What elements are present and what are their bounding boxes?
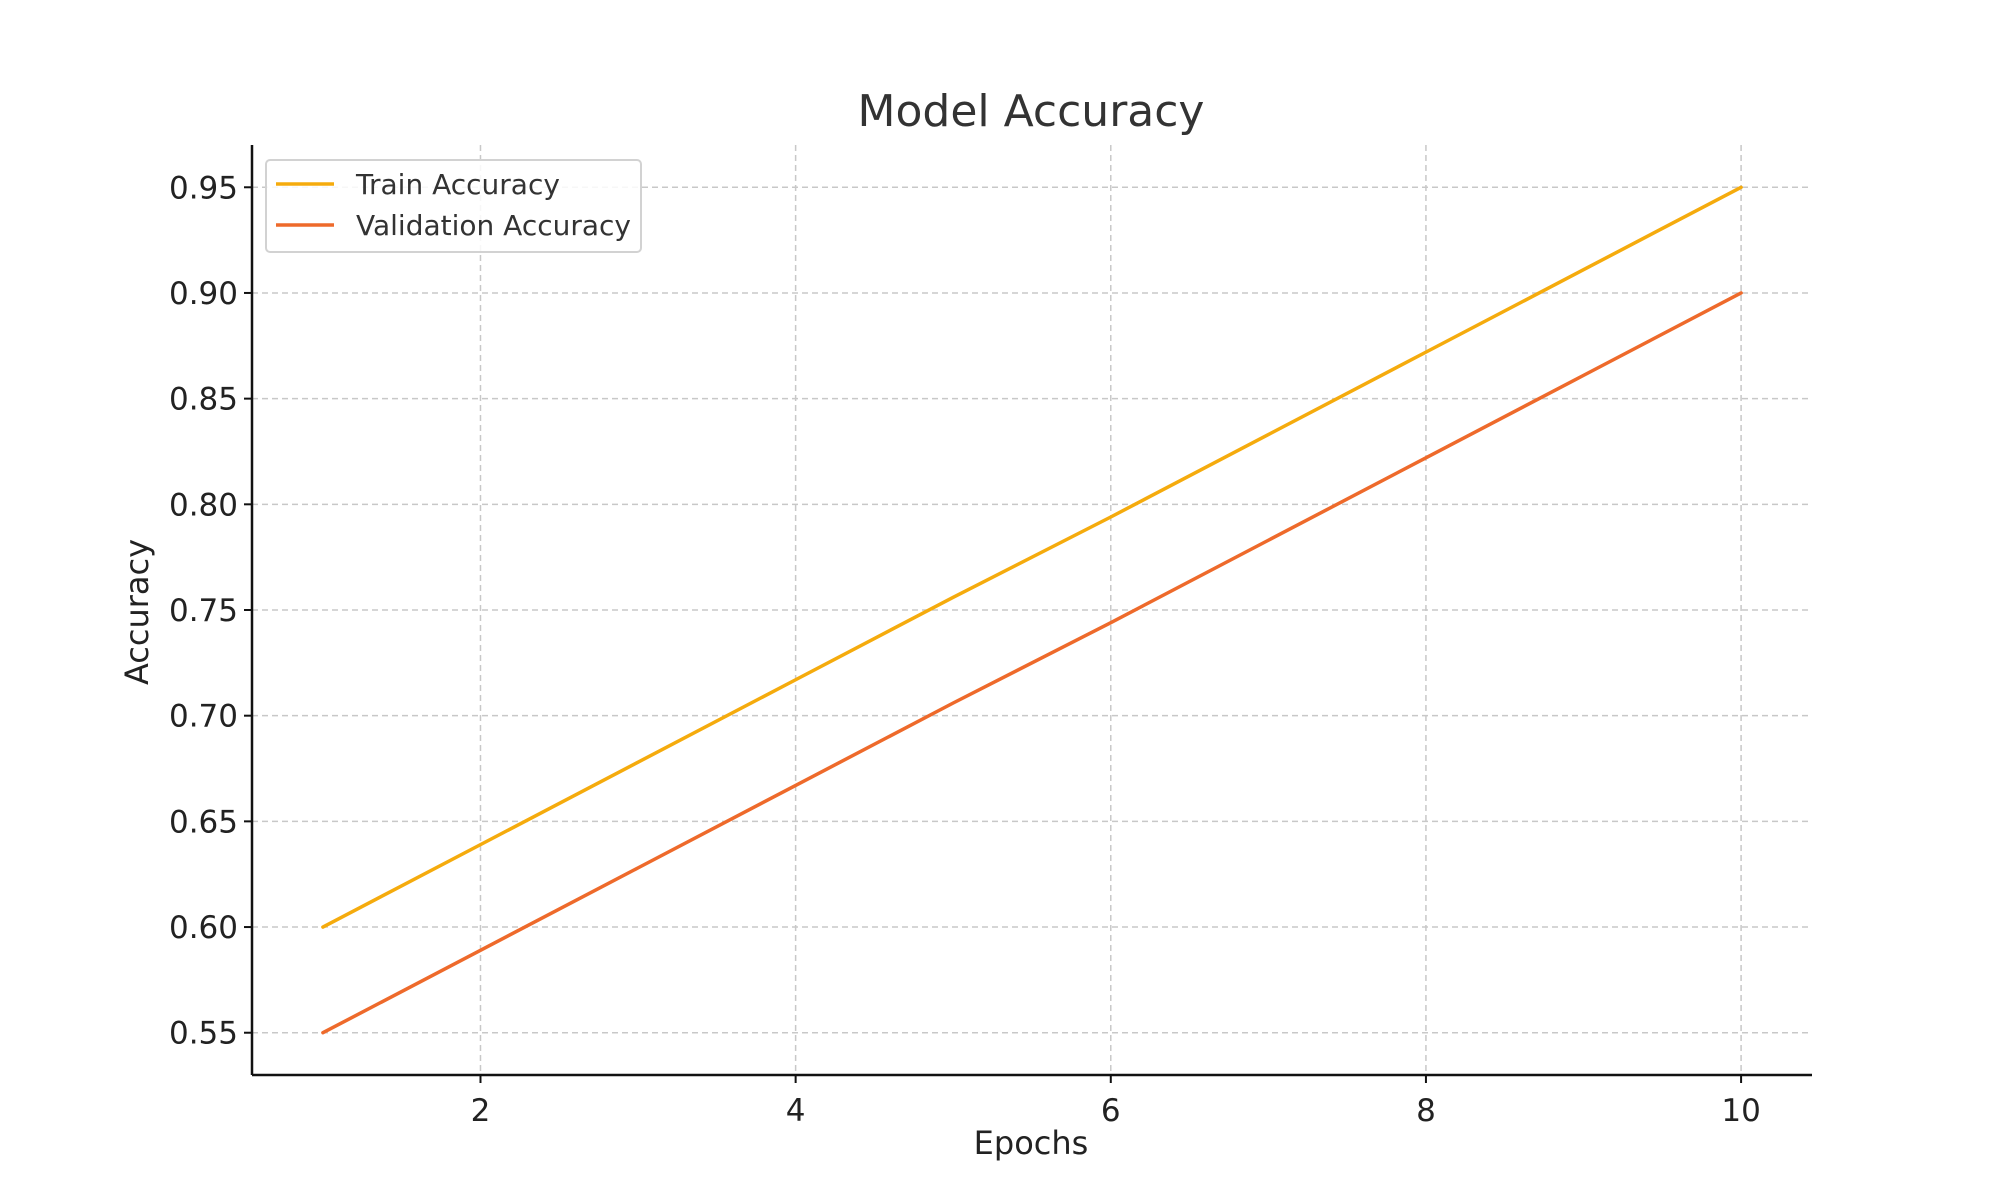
x-tick-label-3: 8: [1416, 1093, 1436, 1129]
y-tick-label-1: 0.60: [169, 910, 238, 946]
series-line-1: [321, 291, 1743, 1035]
legend-label-0: Train Accuracy: [355, 168, 560, 201]
x-tick-label-2: 6: [1101, 1093, 1121, 1129]
y-tick-label-4: 0.75: [169, 593, 238, 629]
y-tick-label-5: 0.80: [169, 487, 238, 523]
y-tick-label-7: 0.90: [169, 276, 238, 312]
y-tick-label-3: 0.70: [169, 699, 238, 735]
axes: [244, 145, 1812, 1083]
y-tick-label-0: 0.55: [169, 1016, 238, 1052]
y-tick-label-8: 0.95: [169, 170, 238, 206]
legend-frame: [265, 159, 642, 253]
series-lines: [321, 185, 1743, 1035]
tick-labels: 2 4 6 8 10 0.55 0.60 0.65 0.70 0.75 0.80 0.85 0.90 0.…: [169, 170, 1761, 1129]
legend-label-1: Validation Accuracy: [356, 209, 631, 242]
grid: [252, 145, 1812, 1075]
chart-title: Model Accuracy: [858, 86, 1205, 137]
series-line-0: [321, 185, 1743, 929]
y-tick-label-6: 0.85: [169, 382, 238, 418]
legend: Train Accuracy Validation Accuracy: [265, 159, 642, 253]
x-tick-label-4: 10: [1721, 1093, 1760, 1129]
x-tick-label-1: 4: [786, 1093, 806, 1129]
y-axis-label: Accuracy: [118, 539, 156, 685]
x-axis-label: Epochs: [974, 1124, 1089, 1162]
y-tick-label-2: 0.65: [169, 804, 238, 840]
x-tick-label-0: 2: [471, 1093, 491, 1129]
